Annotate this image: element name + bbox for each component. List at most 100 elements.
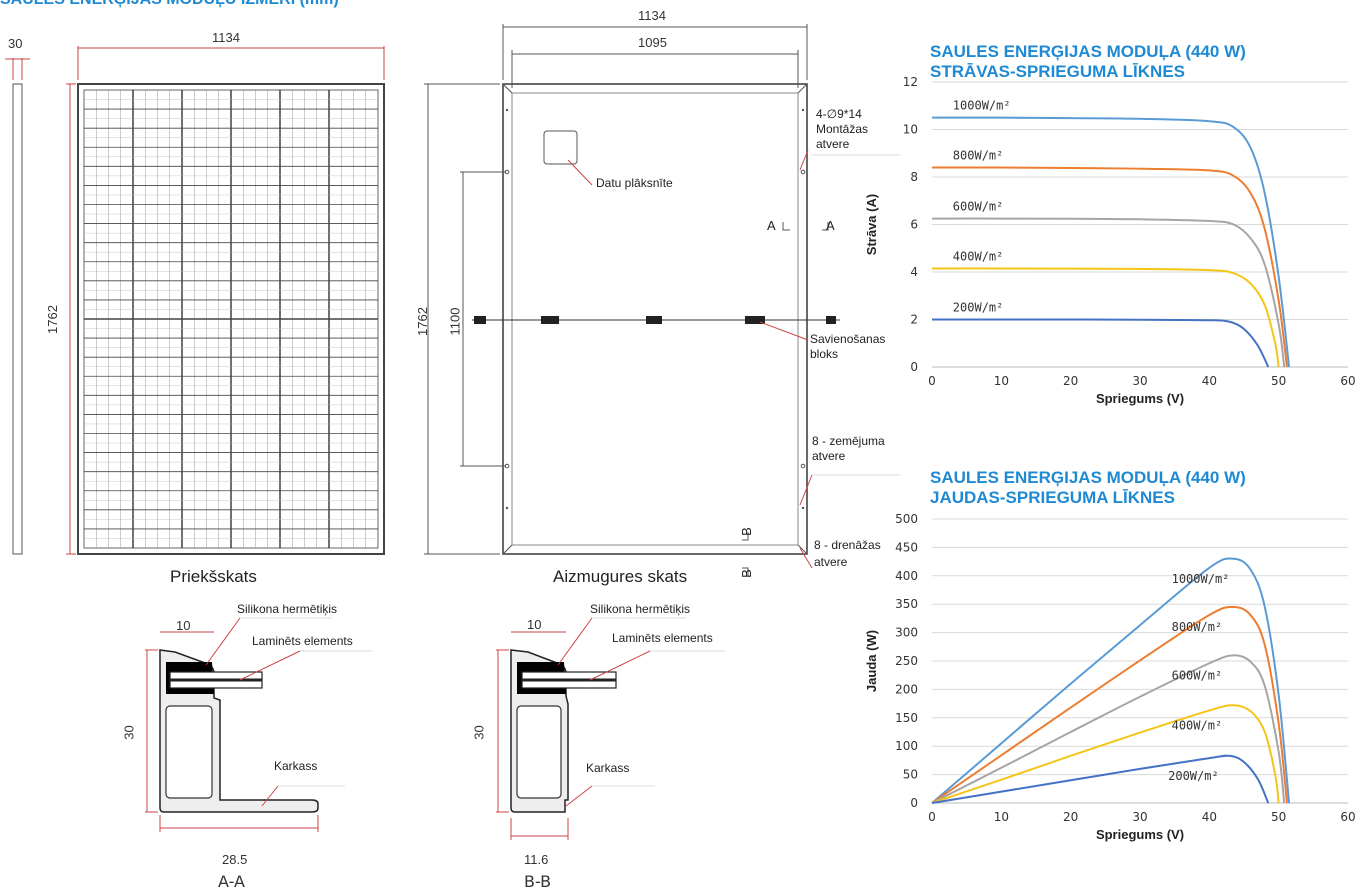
x-tick-label: 10 bbox=[994, 810, 1009, 824]
back-height-dim: 1762 bbox=[414, 307, 430, 336]
bb-laminate-label: Laminēts elements bbox=[612, 631, 713, 645]
bb-sealant-label: Silikona hermētiķis bbox=[590, 602, 691, 616]
y-tick-label: 400 bbox=[895, 569, 918, 583]
junction-box-3 bbox=[745, 316, 765, 324]
front-cell-grid bbox=[84, 90, 378, 548]
x-tick-label: 60 bbox=[1340, 374, 1355, 388]
series-label: 600W/m² bbox=[953, 200, 1004, 214]
series-label: 200W/m² bbox=[953, 301, 1004, 315]
section-a-mark-left: A bbox=[767, 218, 776, 233]
x-tick-label: 50 bbox=[1271, 810, 1286, 824]
bb-width-dim: 11.6 bbox=[524, 852, 549, 867]
x-tick-label: 30 bbox=[1132, 374, 1147, 388]
section-aa-caption: A-A bbox=[218, 872, 245, 891]
pv-chart-title-1: SAULES ENERĢIJAS MODUĻA (440 W) bbox=[930, 468, 1246, 487]
y-tick-label: 4 bbox=[910, 265, 918, 279]
x-tick-label: 50 bbox=[1271, 374, 1286, 388]
section-bb-profile bbox=[496, 617, 725, 840]
section-aa-profile bbox=[145, 617, 372, 832]
junction-box-2 bbox=[646, 316, 662, 324]
series-line bbox=[931, 217, 1286, 368]
junction-box-1 bbox=[541, 316, 559, 324]
drain-hole-label-2: atvere bbox=[814, 555, 848, 569]
aa-sealant-label: Silikona hermētiķis bbox=[237, 602, 338, 616]
junction-label-2: bloks bbox=[810, 347, 839, 361]
section-bb-caption: B-B bbox=[524, 872, 552, 891]
iv-chart-title-1: SAULES ENERĢIJAS MODUĻA (440 W) bbox=[930, 42, 1246, 61]
x-tick-label: 40 bbox=[1202, 810, 1217, 824]
x-tick-label: 20 bbox=[1063, 810, 1078, 824]
y-tick-label: 150 bbox=[895, 711, 918, 725]
y-tick-label: 12 bbox=[903, 75, 918, 89]
y-tick-label: 300 bbox=[895, 626, 918, 640]
series-line bbox=[931, 166, 1288, 368]
section-a-mark-right: A bbox=[826, 218, 835, 233]
series-label: 400W/m² bbox=[1172, 718, 1223, 732]
y-tick-label: 250 bbox=[895, 654, 918, 668]
series-line bbox=[931, 557, 1291, 804]
y-tick-label: 350 bbox=[895, 597, 918, 611]
pv-chart-title-2: JAUDAS-SPRIEGUMA LĪKNES bbox=[930, 488, 1175, 507]
section-b-mark-bottom: B bbox=[738, 569, 754, 578]
bb-top-dim: 10 bbox=[527, 617, 542, 632]
series-label: 1000W/m² bbox=[1172, 572, 1230, 586]
y-tick-label: 8 bbox=[910, 170, 918, 184]
x-axis-label: Spriegums (V) bbox=[1096, 391, 1184, 406]
front-thickness-dim: 30 bbox=[8, 36, 23, 51]
ground-hole-label-2: atvere bbox=[812, 449, 846, 463]
series-label: 400W/m² bbox=[953, 249, 1004, 263]
series-label: 200W/m² bbox=[1168, 769, 1219, 783]
y-tick-label: 200 bbox=[895, 682, 918, 696]
series-line bbox=[931, 754, 1270, 804]
aa-frame-label: Karkass bbox=[274, 759, 318, 773]
series-label: 800W/m² bbox=[1172, 620, 1223, 634]
series-line bbox=[931, 704, 1280, 804]
y-tick-label: 2 bbox=[910, 313, 918, 327]
connector-left bbox=[474, 316, 486, 324]
back-view bbox=[424, 24, 900, 576]
series-label: 600W/m² bbox=[1172, 668, 1223, 682]
pv-chart: 0 50 100 150 200 250 300 350 400 450 500 0 10 20 30 40 5… bbox=[864, 512, 1356, 842]
y-axis-label: Strāva (A) bbox=[864, 194, 879, 255]
series-line bbox=[931, 654, 1286, 804]
junction-label: Savienošanas bbox=[810, 332, 886, 346]
x-tick-label: 20 bbox=[1063, 374, 1078, 388]
aa-top-dim: 10 bbox=[176, 618, 191, 633]
y-tick-label: 450 bbox=[895, 540, 918, 554]
y-tick-label: 0 bbox=[910, 796, 918, 810]
back-view-caption: Aizmugures skats bbox=[553, 567, 688, 586]
y-tick-label: 50 bbox=[903, 768, 918, 782]
mount-hole-spec: 4-∅9*14 bbox=[816, 107, 862, 121]
x-tick-label: 60 bbox=[1340, 810, 1355, 824]
mount-hole-label-2: atvere bbox=[816, 137, 850, 151]
aa-laminate-label: Laminēts elements bbox=[252, 634, 353, 648]
series-line bbox=[931, 267, 1280, 368]
aa-width-dim: 28.5 bbox=[222, 852, 248, 867]
x-tick-label: 30 bbox=[1132, 810, 1147, 824]
back-outer-width-dim: 1134 bbox=[638, 8, 666, 23]
section-b-mark-top: B bbox=[738, 527, 754, 536]
side-profile bbox=[12, 83, 23, 555]
iv-chart-title-2: STRĀVAS-SPRIEGUMA LĪKNES bbox=[930, 62, 1186, 81]
y-tick-label: 100 bbox=[895, 739, 918, 753]
front-height-dim: 1762 bbox=[44, 305, 60, 334]
x-tick-label: 0 bbox=[928, 374, 936, 388]
series-line bbox=[931, 605, 1288, 804]
mount-spacing-dim: 1100 bbox=[447, 307, 463, 336]
connector-right bbox=[826, 316, 836, 324]
series-label: 800W/m² bbox=[953, 149, 1004, 163]
front-width-dim: 1134 bbox=[212, 30, 240, 45]
dimensions-title: SAULES ENERĢIJAS MODUĻU IZMĒRI (mm) bbox=[0, 0, 339, 10]
y-tick-label: 0 bbox=[910, 360, 918, 374]
y-tick-label: 6 bbox=[910, 218, 918, 232]
y-axis-label: Jauda (W) bbox=[864, 630, 879, 692]
front-view-caption: Priekšskats bbox=[170, 567, 257, 586]
back-inner-width-dim: 1095 bbox=[638, 35, 667, 50]
front-view bbox=[5, 46, 385, 555]
bb-height-dim: 30 bbox=[471, 725, 487, 740]
y-tick-label: 10 bbox=[903, 123, 918, 137]
y-tick-label: 500 bbox=[895, 512, 918, 526]
bb-frame-label: Karkass bbox=[586, 761, 630, 775]
aa-height-dim: 30 bbox=[121, 725, 137, 740]
